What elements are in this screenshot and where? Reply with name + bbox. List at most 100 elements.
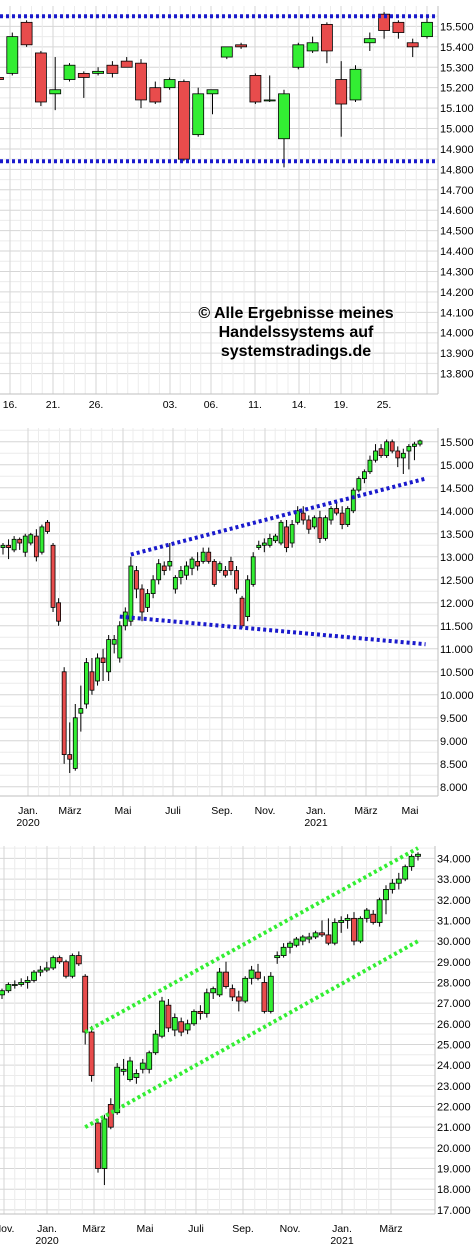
candle-down xyxy=(63,961,69,977)
x-tick-label: Jan. xyxy=(18,805,38,817)
x-tick-label: Mai xyxy=(137,1223,154,1235)
candle-up xyxy=(145,593,150,608)
x-tick-label: Sep. xyxy=(211,805,233,817)
candle-down xyxy=(88,1031,95,1076)
candle-down xyxy=(177,81,190,160)
dax-long-term-svg: 8.000 8.500 9.000 9.500 10.000 10.500 11.000 11… xyxy=(0,428,474,828)
candle-up xyxy=(406,445,412,452)
chart-3-layer: 17.000 18.000 19.000 20.000 21.000 22.000 23.0… xyxy=(0,846,471,1247)
candle-up xyxy=(50,957,57,969)
candle-up xyxy=(156,563,162,581)
candle-up xyxy=(159,1000,165,1037)
candle-up xyxy=(415,853,421,857)
candle-up xyxy=(292,44,305,68)
candle-up xyxy=(24,979,31,983)
candle-up xyxy=(78,708,84,714)
x-tick-sublabel: 2021 xyxy=(304,817,328,828)
candle-up xyxy=(389,882,396,890)
candle-up xyxy=(191,1010,197,1025)
candle-up xyxy=(216,971,223,996)
y-tick-label: 15.200 xyxy=(440,83,474,95)
candle-down xyxy=(378,13,391,31)
x-tick-sublabel: 2020 xyxy=(16,817,40,828)
candle-down xyxy=(120,60,133,68)
candle-down xyxy=(255,971,261,979)
candle-up xyxy=(245,579,251,618)
candle-up xyxy=(261,542,267,546)
y-tick-label: 15.300 xyxy=(440,62,474,74)
candle-down xyxy=(45,521,50,532)
candle-up xyxy=(43,967,50,971)
candle-down xyxy=(95,1122,101,1169)
y-tick-label: 13.000 xyxy=(440,552,474,564)
candle-down xyxy=(6,544,11,549)
candle-down xyxy=(370,913,377,923)
candle-up xyxy=(6,36,19,74)
candle-up xyxy=(295,510,301,523)
x-tick-label: 06. xyxy=(204,399,219,411)
candle-down xyxy=(89,671,95,691)
candle-up xyxy=(18,982,25,985)
x-tick-label: 11. xyxy=(248,399,262,411)
y-tick-label: 33.000 xyxy=(437,874,471,886)
candle-up xyxy=(192,93,205,136)
y-tick-label: 13.800 xyxy=(440,369,474,381)
candle-up xyxy=(11,984,18,986)
x-tick-label: Jan. xyxy=(332,1223,352,1235)
y-tick-label: 28.000 xyxy=(437,977,471,989)
candle-up xyxy=(39,526,45,553)
candle-up xyxy=(312,932,319,938)
x-tick-label: Nov. xyxy=(0,1223,14,1235)
candle-up xyxy=(323,517,328,539)
candle-down xyxy=(234,570,239,590)
candle-down xyxy=(139,588,145,613)
candle-up xyxy=(267,538,273,546)
candle-up xyxy=(273,535,278,542)
candle-up xyxy=(37,969,44,973)
y-tick-label: 34.000 xyxy=(437,853,471,865)
y-tick-label: 15.500 xyxy=(440,21,474,33)
candle-up xyxy=(306,936,313,940)
y-tick-label: 14.800 xyxy=(440,164,474,176)
candle-down xyxy=(67,754,73,760)
x-tick-sublabel: 2021 xyxy=(330,1235,354,1247)
candle-down xyxy=(178,1021,185,1033)
y-tick-label: 13.500 xyxy=(440,529,474,541)
candle-down xyxy=(339,512,345,525)
x-tick-label: März xyxy=(82,1223,105,1235)
y-tick-label: 31.000 xyxy=(437,915,471,927)
candle-up xyxy=(274,955,281,959)
candle-up xyxy=(361,471,367,480)
x-tick-label: 16. xyxy=(3,399,18,411)
x-tick-sublabel: Mai xyxy=(162,411,179,412)
candle-up xyxy=(114,1066,121,1114)
x-tick-label: Nov. xyxy=(255,805,276,817)
y-tick-label: 12.500 xyxy=(440,575,474,587)
x-tick-label: Mai xyxy=(115,805,132,817)
candle-up xyxy=(139,1062,146,1070)
candle-up xyxy=(184,565,189,576)
candle-up xyxy=(400,452,406,459)
candle-up xyxy=(84,662,89,705)
candle-up xyxy=(146,1052,153,1070)
candle-up xyxy=(22,535,28,553)
y-tick-label: 21.000 xyxy=(437,1122,471,1134)
candle-up xyxy=(311,517,317,528)
y-tick-label: 18.000 xyxy=(437,1184,471,1196)
candle-down xyxy=(195,560,201,567)
y-tick-label: 14.500 xyxy=(440,226,474,238)
candle-up xyxy=(417,440,423,445)
candle-up xyxy=(331,922,338,944)
candle-up xyxy=(242,977,249,1002)
candle-down xyxy=(320,23,333,52)
x-tick-label: März xyxy=(58,805,81,817)
candle-up xyxy=(280,946,287,956)
x-tick-label: März xyxy=(379,1223,402,1235)
candle-down xyxy=(228,560,234,571)
y-tick-label: 27.000 xyxy=(437,998,471,1010)
x-tick-label: Jan. xyxy=(306,805,326,817)
candle-down xyxy=(300,512,306,521)
candle-up xyxy=(250,556,256,585)
candle-up xyxy=(256,544,262,549)
candle-up xyxy=(152,1033,159,1054)
